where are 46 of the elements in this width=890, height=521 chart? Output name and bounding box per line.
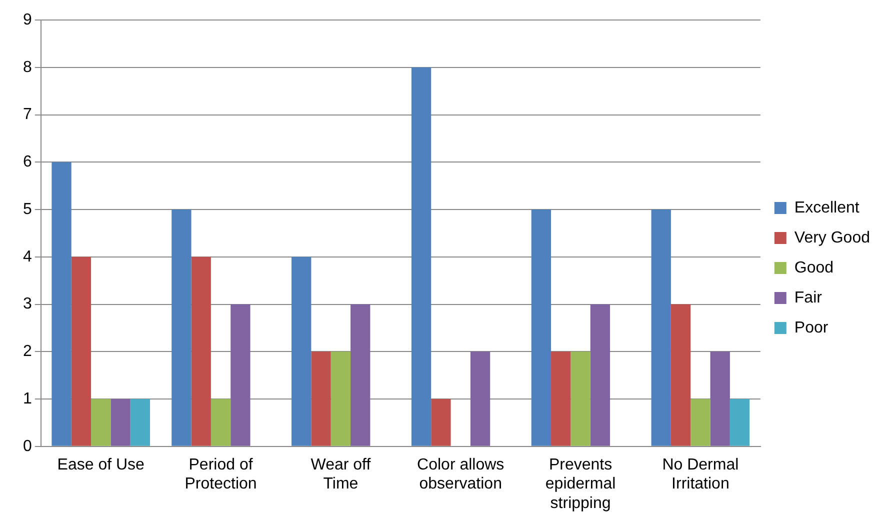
y-tick-label: 4 [22, 248, 32, 266]
bar [350, 304, 370, 446]
bar [172, 210, 192, 446]
bar [431, 399, 451, 446]
bar [551, 352, 571, 446]
bar [570, 352, 590, 446]
y-tick-label: 0 [22, 438, 32, 455]
y-tick-label: 5 [22, 200, 32, 218]
y-tick-label: 7 [22, 106, 32, 124]
x-tick-label: Ease of Use [57, 456, 145, 474]
legend-label: Very Good [794, 229, 870, 246]
bar [651, 210, 671, 446]
bar [470, 352, 490, 446]
bar [210, 399, 231, 446]
y-tick-label: 9 [22, 11, 32, 28]
bar [91, 399, 111, 446]
bar [71, 256, 92, 446]
x-tick-label: Wear off Time [310, 456, 372, 493]
y-tick-label: 1 [22, 390, 32, 408]
bar [110, 399, 130, 446]
bar [130, 399, 150, 446]
bar [330, 352, 351, 446]
x-tick-label: Period of Protection [184, 456, 257, 493]
bar [710, 352, 730, 446]
bar [730, 399, 750, 446]
bar [230, 304, 250, 446]
y-tick-label: 8 [22, 58, 32, 76]
bar [690, 399, 710, 446]
y-tick-label: 2 [22, 343, 32, 360]
legend-label: Fair [794, 289, 823, 306]
legend-label: Poor [794, 319, 829, 336]
y-tick-label: 6 [22, 154, 32, 171]
x-tick-label: Color allows observation [417, 456, 504, 493]
bar [191, 256, 211, 446]
bar [590, 304, 610, 446]
bar [52, 162, 72, 446]
bar [311, 352, 331, 446]
y-tick-label: 3 [22, 296, 32, 313]
x-tick-label: No Dermal Irritation [662, 456, 739, 493]
bar [670, 304, 691, 446]
bar [411, 67, 432, 446]
legend-label: Good [794, 259, 834, 276]
bar [292, 256, 312, 446]
legend-label: Excellent [794, 199, 860, 216]
x-tick-label: Prevents epidermal stripping [545, 456, 616, 512]
bar [531, 210, 552, 446]
